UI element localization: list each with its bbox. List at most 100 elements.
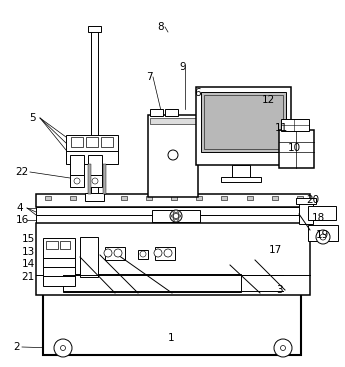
Bar — [297, 196, 303, 200]
Bar — [138, 250, 148, 259]
Bar — [150, 118, 196, 124]
Text: 20: 20 — [306, 195, 319, 205]
Text: 1: 1 — [168, 333, 174, 343]
Bar — [88, 164, 91, 194]
Circle shape — [154, 249, 162, 257]
Bar — [279, 130, 314, 168]
Circle shape — [320, 234, 326, 240]
Text: 14: 14 — [21, 259, 34, 269]
Bar — [155, 247, 175, 260]
Circle shape — [114, 249, 122, 257]
Circle shape — [54, 339, 72, 357]
Bar — [221, 177, 261, 182]
Text: 4: 4 — [17, 203, 23, 213]
Bar — [308, 206, 336, 220]
Bar — [101, 137, 113, 147]
Text: 18: 18 — [312, 213, 325, 223]
Text: 22: 22 — [16, 167, 29, 177]
Bar — [43, 293, 301, 355]
Circle shape — [173, 213, 179, 219]
Bar — [66, 150, 118, 164]
Bar — [96, 196, 101, 200]
Bar — [196, 87, 291, 165]
Bar — [146, 196, 152, 200]
Bar — [60, 241, 70, 249]
Bar — [88, 26, 101, 32]
Bar — [308, 207, 322, 215]
Circle shape — [274, 339, 292, 357]
Text: 13: 13 — [21, 247, 34, 257]
Bar — [272, 196, 278, 200]
Circle shape — [177, 218, 179, 220]
Bar — [70, 155, 84, 175]
Bar — [36, 194, 310, 207]
Bar — [46, 241, 58, 249]
Bar — [88, 175, 102, 187]
Bar — [88, 155, 102, 175]
Text: 8: 8 — [158, 22, 164, 32]
Text: 19: 19 — [315, 230, 329, 240]
Bar — [152, 210, 200, 222]
Circle shape — [140, 251, 146, 257]
Text: 21: 21 — [21, 272, 34, 282]
Circle shape — [178, 215, 181, 217]
Circle shape — [92, 178, 98, 184]
Text: 12: 12 — [262, 95, 275, 105]
Bar — [281, 119, 309, 131]
Bar — [36, 215, 310, 223]
Text: 3: 3 — [276, 285, 282, 295]
Bar — [43, 238, 75, 258]
Bar — [36, 207, 310, 215]
Circle shape — [177, 212, 179, 214]
Bar — [43, 276, 75, 286]
Bar — [70, 196, 76, 200]
Text: 9: 9 — [180, 62, 186, 72]
Bar — [66, 135, 118, 151]
Bar — [43, 237, 61, 294]
Bar — [91, 30, 98, 195]
Circle shape — [104, 249, 112, 257]
Bar — [85, 193, 104, 201]
Text: 15: 15 — [21, 234, 34, 244]
Circle shape — [168, 150, 178, 160]
Bar — [204, 95, 283, 149]
Bar — [70, 175, 84, 187]
Circle shape — [173, 212, 175, 214]
Circle shape — [173, 218, 175, 220]
Bar — [105, 247, 125, 260]
Bar — [247, 196, 253, 200]
Text: 6: 6 — [195, 88, 201, 98]
Bar — [150, 109, 163, 116]
Bar — [232, 165, 250, 177]
Bar — [296, 198, 316, 204]
Circle shape — [60, 345, 66, 350]
Bar — [201, 92, 286, 152]
Text: 7: 7 — [146, 72, 152, 82]
Text: 2: 2 — [14, 342, 20, 352]
Bar — [103, 164, 106, 194]
Text: 10: 10 — [287, 143, 300, 153]
Bar — [283, 237, 301, 294]
Bar — [45, 196, 51, 200]
Bar — [196, 196, 202, 200]
Bar — [43, 258, 75, 267]
Bar — [63, 274, 241, 292]
Text: 17: 17 — [268, 245, 282, 255]
Circle shape — [171, 215, 174, 217]
Circle shape — [170, 210, 182, 222]
Bar — [43, 267, 75, 276]
Text: 5: 5 — [30, 113, 36, 123]
Bar — [80, 237, 98, 277]
Bar — [71, 137, 83, 147]
Text: 16: 16 — [16, 215, 29, 225]
Bar — [308, 225, 338, 241]
Circle shape — [280, 345, 286, 350]
Bar — [299, 202, 313, 224]
Bar — [171, 196, 177, 200]
Bar — [148, 115, 198, 197]
Bar — [221, 196, 227, 200]
Text: 11: 11 — [274, 123, 288, 133]
Bar — [36, 223, 310, 295]
Bar — [86, 137, 98, 147]
Circle shape — [164, 249, 172, 257]
